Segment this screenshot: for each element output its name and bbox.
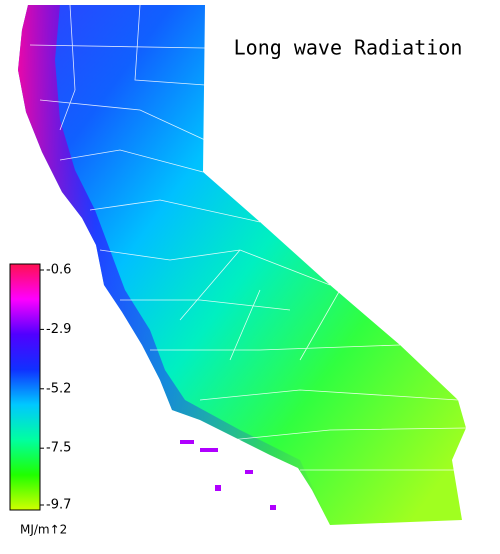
colorbar-tick-label: -2.9 bbox=[46, 322, 71, 337]
coast-band bbox=[18, 5, 330, 525]
county-lines bbox=[29, 4, 467, 471]
colorbar: -0.6 -2.9 -5.2 -7.5 -9.7 bbox=[9, 263, 71, 513]
california bbox=[18, 4, 467, 525]
islands bbox=[180, 440, 276, 510]
colorbar-tick-label: -9.7 bbox=[46, 498, 71, 513]
colorbar-scale bbox=[9, 263, 41, 511]
state-shape bbox=[18, 5, 466, 525]
colorbar-tick-label: -5.2 bbox=[46, 381, 71, 396]
colorbar-tick-label: -7.5 bbox=[46, 441, 71, 456]
colorbar-unit: MJ/m↑2 bbox=[20, 523, 67, 537]
colorbar-tick-label: -0.6 bbox=[46, 263, 71, 278]
map-title: Long wave Radiation bbox=[234, 36, 463, 60]
